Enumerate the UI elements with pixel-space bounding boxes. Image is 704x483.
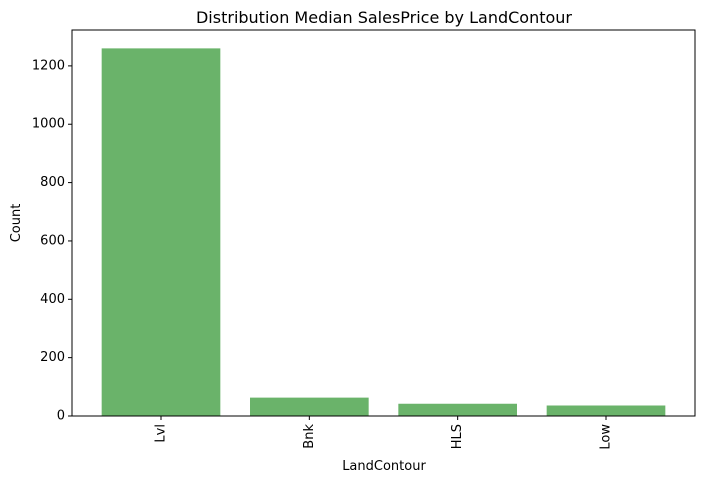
x-axis-label: LandContour bbox=[342, 459, 426, 474]
y-tick-label: 1200 bbox=[32, 58, 65, 73]
y-tick-label: 600 bbox=[40, 233, 65, 248]
x-tick-label: Bnk bbox=[302, 424, 317, 449]
y-tick-label: 1000 bbox=[32, 117, 65, 132]
bar-hls bbox=[398, 403, 517, 416]
bar-bnk bbox=[250, 397, 369, 416]
y-tick-label: 200 bbox=[40, 350, 65, 365]
plot-area-frame bbox=[71, 29, 696, 417]
x-tick-label: HLS bbox=[450, 424, 465, 449]
bar-low bbox=[546, 405, 666, 416]
bar-lvl bbox=[101, 48, 221, 416]
bars-group bbox=[101, 48, 666, 416]
y-tick-label: 800 bbox=[40, 175, 65, 190]
y-axis-ticks: 0 200 400 600 800 1000 1200 bbox=[32, 58, 72, 424]
x-axis-ticks: Lvl Bnk HLS Low bbox=[154, 416, 614, 450]
y-axis-label: Count bbox=[9, 204, 24, 243]
chart-title: Distribution Median SalesPrice by LandCo… bbox=[196, 8, 572, 27]
x-tick-label: Low bbox=[599, 424, 614, 450]
x-tick-label: Lvl bbox=[154, 424, 169, 443]
y-tick-label: 0 bbox=[57, 409, 65, 424]
y-tick-label: 400 bbox=[40, 292, 65, 307]
